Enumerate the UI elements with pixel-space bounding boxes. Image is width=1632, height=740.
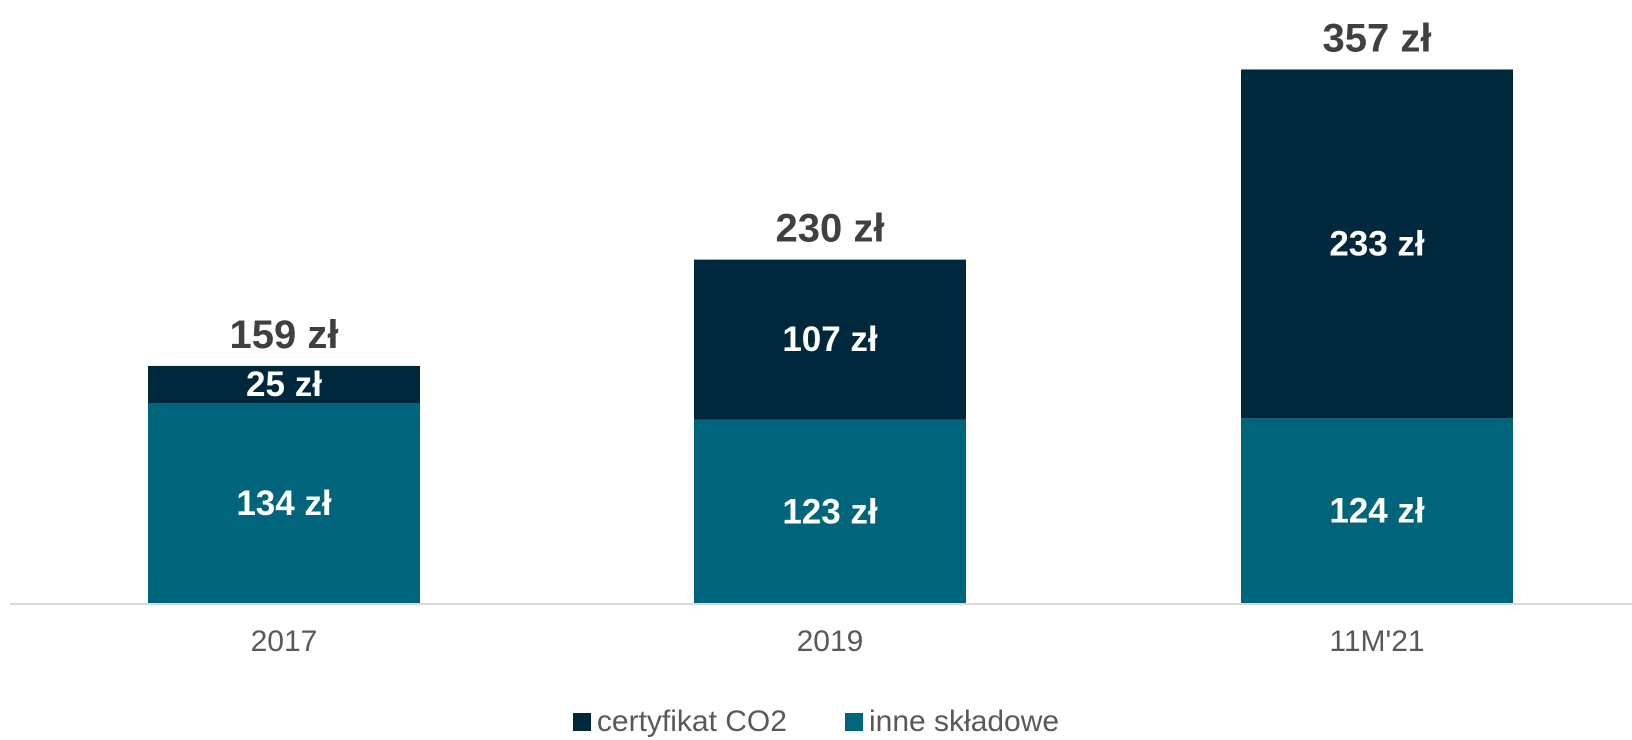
total-label-2019: 230 zł	[776, 207, 885, 251]
bar-inne-sk-adowe-2019	[694, 419, 966, 604]
labels-layer: 134 zł 25 zł 159 zł 2017 123 zł 107 zł 230 zł 2…	[230, 16, 1432, 658]
bar-certyfikat-co2-2019	[694, 259, 966, 420]
data-label-certyfikat-co2-2017: 25 zł	[246, 365, 322, 404]
x-tick-label-2019: 2019	[797, 625, 864, 658]
data-label-inne-sk-adowe-2017: 134 zł	[236, 484, 332, 523]
bar-certyfikat-co2-2017	[148, 365, 420, 404]
legend: certyfikat CO2 inne składowe	[0, 704, 1632, 740]
data-label-inne-sk-adowe-2019: 123 zł	[782, 492, 878, 531]
bars-layer	[148, 69, 1513, 604]
total-label-11m-21: 357 zł	[1323, 16, 1432, 60]
legend-label-certyfikat-co2: certyfikat CO2	[596, 705, 787, 738]
legend-item-certyfikat-co2: certyfikat CO2	[572, 704, 787, 740]
legend-swatch-certyfikat-co2	[572, 713, 591, 731]
bar-inne-sk-adowe-11m-21	[1241, 418, 1513, 604]
x-tick-label-11m-21: 11M'21	[1329, 625, 1424, 658]
legend-label-inne-skladowe: inne składowe	[868, 705, 1060, 738]
data-label-inne-sk-adowe-11m-21: 124 zł	[1329, 492, 1425, 531]
total-label-2017: 159 zł	[230, 313, 339, 357]
legend-item-inne-skladowe: inne składowe	[844, 704, 1060, 740]
data-label-certyfikat-co2-11m-21: 233 zł	[1329, 224, 1425, 263]
bar-certyfikat-co2-11m-21	[1241, 69, 1513, 419]
bar-inne-sk-adowe-2017	[148, 403, 420, 604]
x-tick-label-2017: 2017	[251, 625, 318, 658]
data-label-certyfikat-co2-2019: 107 zł	[782, 320, 878, 359]
legend-swatch-inne-skladowe	[844, 713, 863, 731]
